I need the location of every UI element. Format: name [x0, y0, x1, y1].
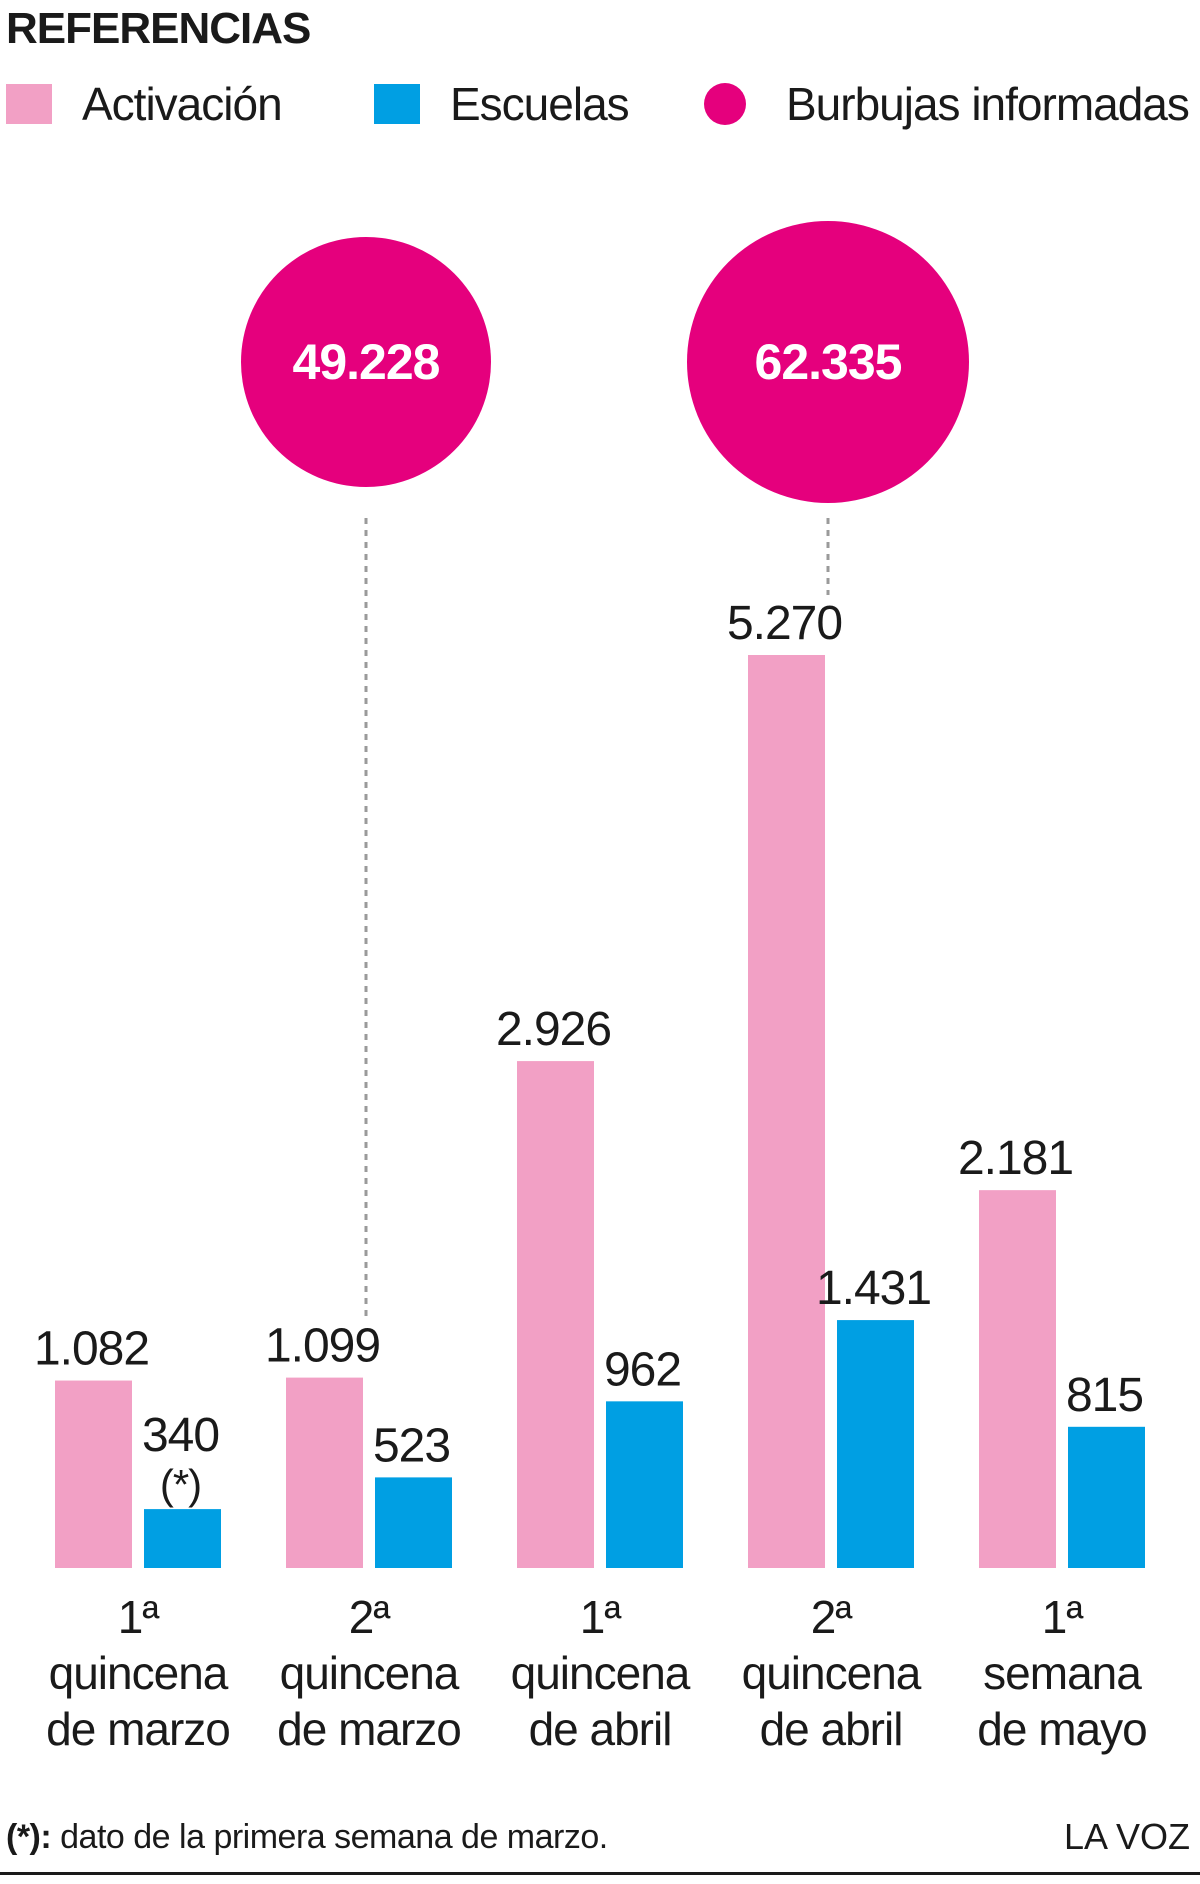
activacion-value-label-5: 2.181: [958, 1132, 1073, 1185]
activacion-value-label-1: 1.082: [34, 1323, 149, 1376]
legend-item-activacion: Activación: [6, 74, 283, 134]
category-label-1-line-1: 1ª: [118, 1591, 161, 1643]
activacion-bar-1: [55, 1380, 132, 1568]
escuelas-bar-4: [837, 1320, 914, 1568]
credit: LA VOZ: [1063, 1816, 1190, 1857]
escuelas-value-label-5: 815: [1066, 1369, 1143, 1422]
escuelas-value-label-2: 523: [373, 1419, 450, 1472]
activacion-value-label-3: 2.926: [496, 1003, 611, 1056]
escuelas-bar-5: [1068, 1426, 1145, 1568]
activacion-bar-3: [517, 1061, 594, 1568]
activacion-swatch: [6, 84, 52, 124]
category-label-5-line-2: semana: [983, 1647, 1142, 1699]
legend-label-burbujas: Burbujas informadas: [786, 78, 1190, 130]
escuelas-value-label-1: 340: [142, 1409, 219, 1462]
category-label-5-line-3: de mayo: [977, 1703, 1146, 1755]
escuelas-bar-2: [375, 1477, 452, 1568]
footnote-marker: (*):: [6, 1818, 52, 1856]
burbujas-dot: [704, 83, 746, 125]
legend-item-burbujas: Burbujas informadas: [704, 74, 1190, 134]
footnote-text: dato de la primera semana de marzo.: [51, 1818, 608, 1856]
escuelas-note-1: (*): [160, 1461, 201, 1508]
category-label-4-line-1: 2ª: [811, 1591, 854, 1643]
category-label-5-line-1: 1ª: [1042, 1591, 1085, 1643]
activacion-bar-2: [286, 1377, 363, 1568]
escuelas-bar-1: [144, 1509, 221, 1568]
category-label-3-line-1: 1ª: [580, 1591, 623, 1643]
category-label-2-line-3: de marzo: [277, 1703, 461, 1755]
footnote: (*): dato de la primera semana de marzo.: [6, 1818, 608, 1857]
bubble-label-2: 62.335: [755, 334, 902, 390]
activacion-value-label-2: 1.099: [265, 1320, 380, 1373]
category-label-2-line-1: 2ª: [349, 1591, 392, 1643]
activacion-bar-4: [748, 655, 825, 1568]
legend-label-activacion: Activación: [82, 78, 283, 130]
activacion-value-label-4: 5.270: [727, 597, 842, 650]
bottom-rule: [0, 1872, 1200, 1875]
bubble-2: [687, 221, 969, 503]
category-label-3-line-2: quincena: [511, 1647, 691, 1699]
category-label-2-line-2: quincena: [280, 1647, 460, 1699]
escuelas-value-label-4: 1.431: [816, 1262, 931, 1315]
category-label-3-line-3: de abril: [529, 1703, 672, 1755]
escuelas-swatch: [374, 84, 420, 124]
escuelas-value-label-3: 962: [604, 1343, 681, 1396]
category-label-4-line-2: quincena: [742, 1647, 922, 1699]
activacion-bar-5: [979, 1190, 1056, 1568]
escuelas-bar-3: [606, 1401, 683, 1568]
category-label-1-line-3: de marzo: [46, 1703, 230, 1755]
legend: Activación Escuelas Burbujas informadas: [0, 74, 1200, 134]
legend-label-escuelas: Escuelas: [450, 78, 630, 130]
category-label-4-line-3: de abril: [760, 1703, 903, 1755]
category-label-1-line-2: quincena: [49, 1647, 229, 1699]
legend-item-escuelas: Escuelas: [374, 74, 630, 134]
bubble-label-1: 49.228: [293, 334, 440, 390]
bubble-1: [241, 237, 491, 487]
legend-title: REFERENCIAS: [6, 4, 311, 53]
